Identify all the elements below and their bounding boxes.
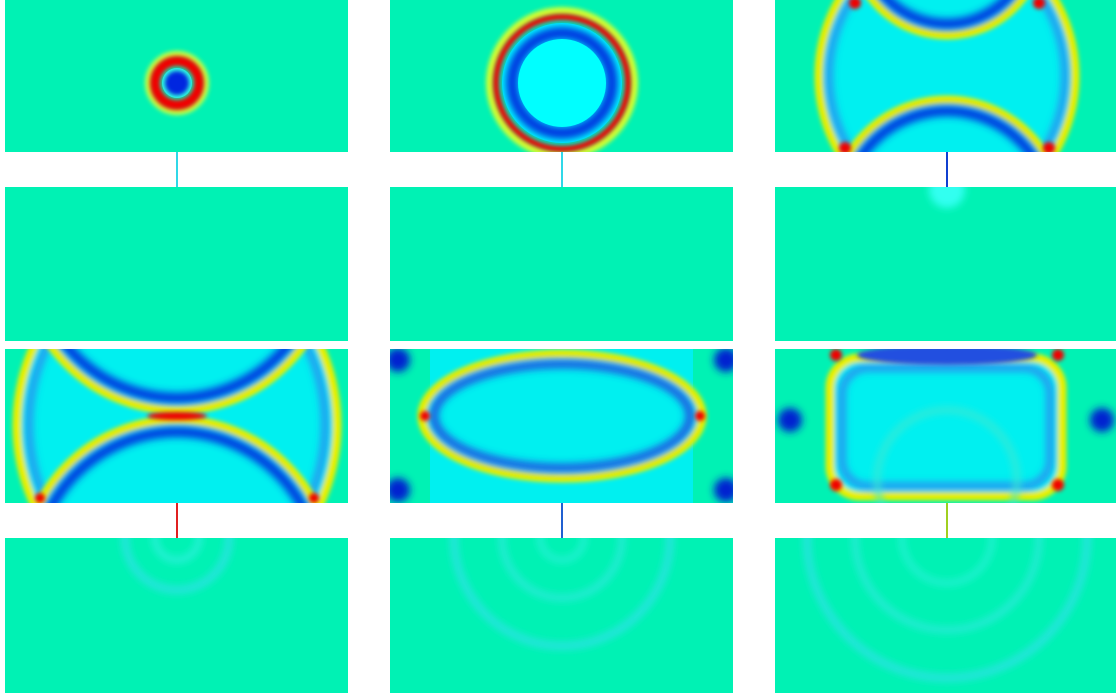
field-shape — [1052, 479, 1064, 491]
field-shape — [714, 478, 733, 502]
field-shape — [825, 353, 1067, 501]
field-shape — [147, 412, 207, 420]
field-shape — [150, 56, 204, 110]
field-shape — [47, 427, 307, 503]
field-shape — [390, 538, 733, 693]
panel-3 — [814, 0, 1080, 152]
field-shape — [122, 538, 232, 593]
stems — [176, 152, 948, 538]
field-shape — [390, 187, 733, 341]
field-shape — [804, 538, 1090, 681]
field-shape — [538, 538, 586, 562]
field-shape — [5, 538, 348, 693]
field-shape — [900, 538, 994, 585]
field-shape — [1090, 408, 1114, 432]
field-shape — [929, 187, 965, 208]
panel-1 — [145, 51, 209, 115]
field-shape — [486, 7, 638, 152]
field-shape — [420, 411, 430, 421]
field-shape — [857, 349, 1037, 365]
panel-9 — [778, 349, 1114, 503]
field-shape — [881, 0, 1013, 29]
field-shape — [62, 349, 292, 403]
field-shape — [48, 349, 306, 415]
panel-2 — [486, 7, 638, 152]
panel-6 — [929, 187, 965, 208]
field-shape — [165, 71, 189, 95]
field-shape — [390, 478, 410, 502]
field-shape — [390, 349, 410, 372]
panel-12 — [804, 538, 1090, 681]
field-shape — [152, 538, 202, 563]
field-shape — [830, 479, 842, 491]
field-shape — [417, 349, 707, 483]
field-shape — [845, 95, 1049, 152]
field-shape — [695, 411, 705, 421]
panel-7 — [12, 349, 342, 503]
panel-11 — [451, 538, 673, 649]
field-shape — [518, 39, 606, 127]
field-shape — [1033, 0, 1045, 9]
field-shape — [430, 360, 694, 472]
field-shape — [830, 349, 842, 361]
field-shape — [867, 0, 1027, 40]
field-shape — [858, 106, 1036, 152]
field-shape — [5, 187, 348, 341]
field-shape — [35, 493, 45, 503]
field-shape — [714, 349, 733, 372]
field-shape — [451, 538, 673, 649]
field-shape — [1052, 349, 1064, 361]
field-shape — [852, 538, 1042, 633]
field-shape — [826, 0, 1068, 152]
field-shape — [309, 493, 319, 503]
field-shape — [778, 408, 802, 432]
field-shape — [493, 14, 631, 152]
field-shape — [849, 0, 861, 9]
field-shape — [506, 27, 618, 139]
field-shape — [874, 407, 1020, 503]
field-shape — [499, 538, 625, 601]
field-shape — [839, 365, 1053, 489]
field-shape — [839, 142, 851, 152]
field-shape — [814, 0, 1080, 152]
panel-10 — [122, 538, 232, 593]
field-shape — [775, 187, 1116, 341]
field-shape — [26, 349, 328, 503]
field-shape — [145, 51, 209, 115]
panel-8 — [390, 349, 733, 503]
field-shape — [1043, 142, 1055, 152]
